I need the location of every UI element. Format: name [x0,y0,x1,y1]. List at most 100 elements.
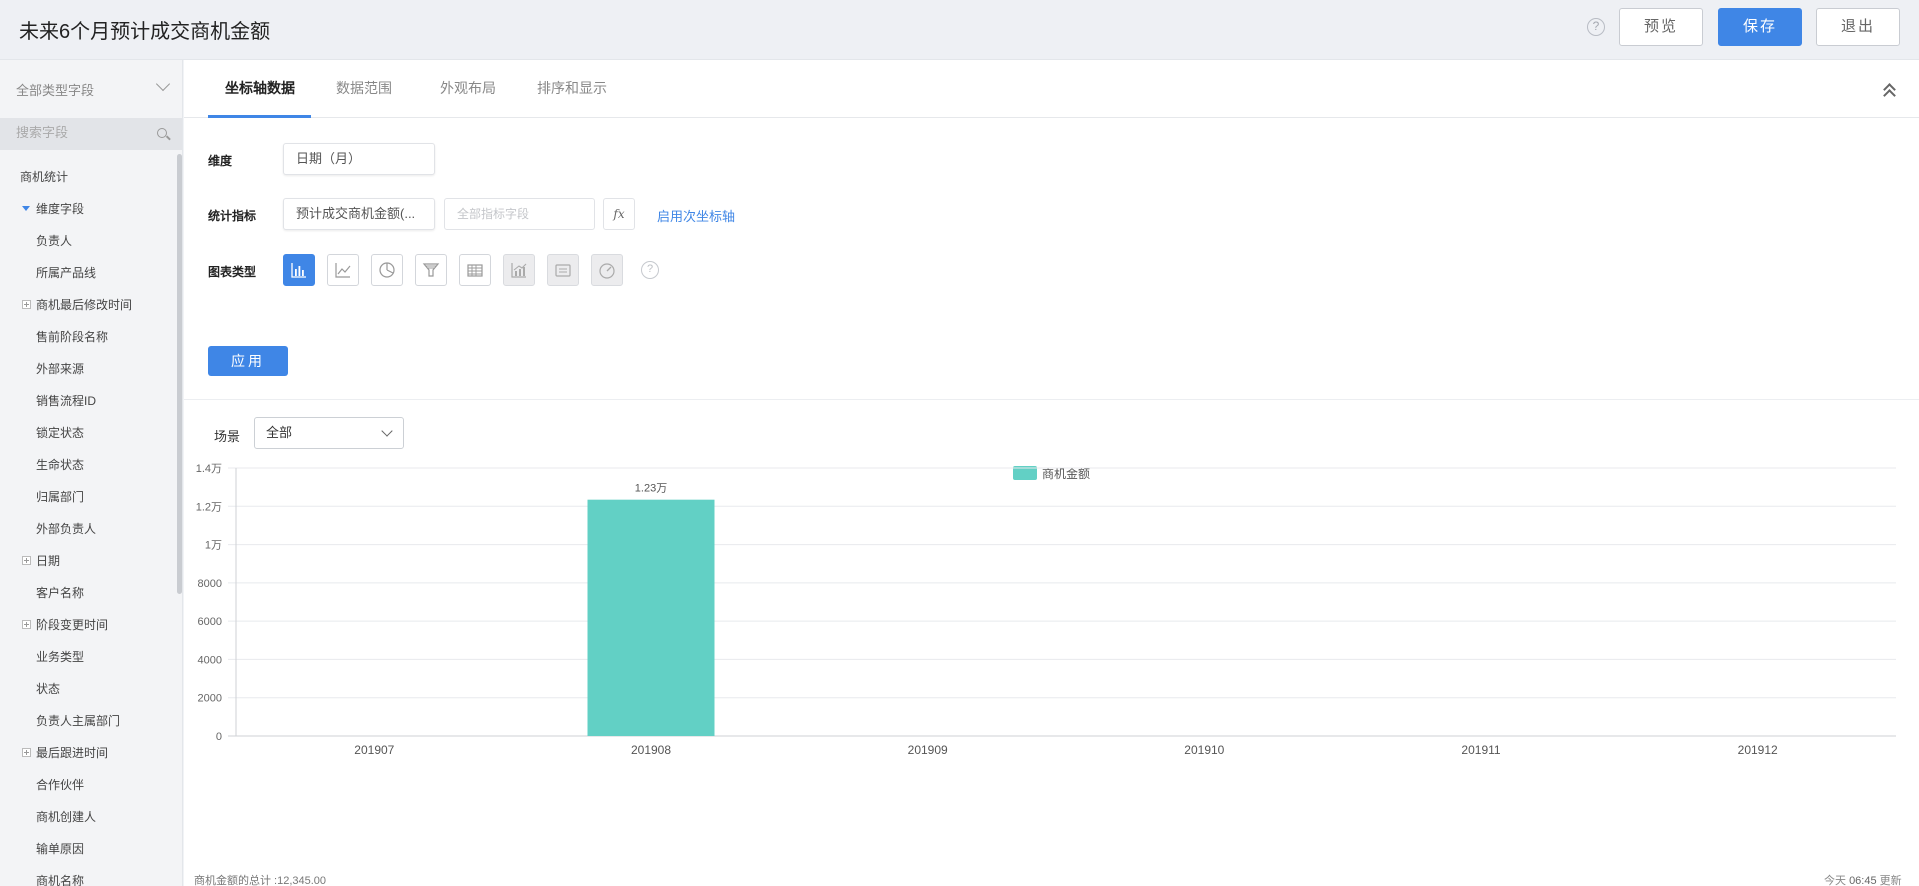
field-search [0,118,182,150]
sidebar-field-item[interactable]: 客户名称 [0,577,175,609]
sidebar-field-item[interactable]: 输单原因 [0,833,175,865]
plus-square-icon[interactable] [22,620,31,629]
apply-button[interactable]: 应用 [208,346,288,376]
gauge-chart-icon[interactable] [591,254,623,286]
exit-button[interactable]: 退出 [1816,8,1900,46]
sidebar-field-item[interactable]: 售前阶段名称 [0,321,175,353]
tab-data-range[interactable]: 数据范围 [336,80,392,96]
sidebar-field-item[interactable]: 最后跟进时间 [0,737,175,769]
tab-axis-data[interactable]: 坐标轴数据 [225,80,295,96]
sidebar-scrollbar[interactable] [177,154,182,594]
formula-button[interactable]: fx [603,198,635,230]
total-summary: 商机金额的总计 :12,345.00 [194,875,327,886]
sidebar-field-label: 最后跟进时间 [36,746,109,760]
y-tick-label: 1.4万 [196,463,222,475]
y-tick-label: 1.2万 [196,501,222,513]
y-tick-label: 1万 [205,540,222,552]
chart-area: 商机金额 0 2000 4000 6000 8000 1万 1.2万 1.4万 201907 20… [184,460,1919,880]
plus-square-icon[interactable] [22,556,31,565]
updated-time: 今天 06:45 更新 [1824,872,1902,886]
sidebar-field-item[interactable]: 归属部门 [0,481,175,513]
help-icon[interactable]: ? [1587,18,1605,36]
tab-appearance[interactable]: 外观布局 [440,80,496,96]
save-button[interactable]: 保存 [1718,8,1802,46]
sidebar-field-label: 生命状态 [36,458,85,472]
field-type-select-label: 全部类型字段 [16,83,95,98]
sidebar-field-label: 商机最后修改时间 [36,298,133,312]
sidebar-field-item[interactable]: 商机创建人 [0,801,175,833]
bar [587,499,715,736]
combo-chart-icon[interactable] [503,254,535,286]
chevron-down-icon [155,76,171,92]
sidebar-field-item[interactable]: 日期 [0,545,175,577]
tab-sort-display[interactable]: 排序和显示 [537,80,607,96]
y-tick-label: 4000 [198,654,222,666]
sidebar-field-item[interactable]: 维度字段 [0,193,175,225]
plus-square-icon[interactable] [22,300,31,309]
metric-label: 统计指标 [208,209,257,223]
sidebar-field-label: 客户名称 [36,586,85,600]
bar-chart: 0 2000 4000 6000 8000 1万 1.2万 1.4万 201907 201908 1… [196,463,1896,757]
card-chart-icon[interactable] [547,254,579,286]
sidebar-field-label: 外部负责人 [36,522,97,536]
divider [184,399,1919,400]
top-bar: 未来6个月预计成交商机金额 ? 预览 保存 退出 [0,0,1919,60]
main-panel: 坐标轴数据 数据范围 外观布局 排序和显示 维度 日期（月） 统计指标 预计成交… [184,60,1919,886]
field-type-select[interactable]: 全部类型字段 [16,76,171,100]
plus-square-icon[interactable] [22,748,31,757]
preview-button[interactable]: 预览 [1619,8,1703,46]
sidebar-field-item[interactable]: 商机统计 [0,161,175,193]
sidebar-field-label: 商机统计 [20,170,69,184]
sidebar-field-item[interactable]: 锁定状态 [0,417,175,449]
sidebar-field-label: 合作伙伴 [36,778,85,792]
sidebar-field-label: 销售流程ID [36,394,97,408]
legend-label[interactable]: 商机金额 [1042,467,1091,481]
scene-label: 场景 [214,429,241,444]
sidebar-field-item[interactable]: 商机最后修改时间 [0,289,175,321]
sidebar-field-item[interactable]: 合作伙伴 [0,769,175,801]
sidebar-field-item[interactable]: 商机名称 [0,865,175,886]
chart-type-help-icon[interactable]: ? [641,261,659,279]
table-chart-icon[interactable] [459,254,491,286]
line-chart-icon[interactable] [327,254,359,286]
sidebar-field-item[interactable]: 负责人主属部门 [0,705,175,737]
enable-secondary-axis-link[interactable]: 启用次坐标轴 [657,209,736,224]
dimension-label: 维度 [208,154,233,168]
sidebar-field-label: 维度字段 [36,202,85,216]
sidebar-field-item[interactable]: 生命状态 [0,449,175,481]
dimension-field[interactable]: 日期（月） [283,143,435,175]
chart-type-label: 图表类型 [208,265,257,279]
y-tick-label: 8000 [198,578,222,590]
sidebar-field-label: 商机名称 [36,874,85,886]
caret-down-icon[interactable] [22,206,30,211]
sidebar-field-label: 状态 [36,682,61,696]
x-tick-label: 201907 [354,743,394,757]
sidebar-field-label: 负责人 [36,234,73,248]
pie-chart-icon[interactable] [371,254,403,286]
sidebar-field-label: 负责人主属部门 [36,714,121,728]
chevron-down-icon [381,425,393,437]
sidebar-field-item[interactable]: 所属产品线 [0,257,175,289]
sidebar-field-item[interactable]: 状态 [0,673,175,705]
bar-chart-icon[interactable] [283,254,315,286]
sidebar-field-item[interactable]: 业务类型 [0,641,175,673]
scene-select[interactable]: 全部 [254,417,404,449]
sidebar-field-item[interactable]: 负责人 [0,225,175,257]
sidebar-field-label: 业务类型 [36,650,85,664]
legend-swatch[interactable] [1013,466,1037,480]
metric-field[interactable]: 预计成交商机金额(... [283,198,435,230]
double-chevron-up-icon[interactable] [1883,82,1897,102]
x-tick-label: 201909 [908,743,948,757]
updated-prefix: 今天 [1824,875,1846,886]
funnel-chart-icon[interactable] [415,254,447,286]
sidebar-field-item[interactable]: 销售流程ID [0,385,175,417]
sidebar-field-item[interactable]: 外部负责人 [0,513,175,545]
sidebar-field-item[interactable]: 外部来源 [0,353,175,385]
search-icon[interactable] [157,128,167,138]
sidebar-field-label: 输单原因 [36,842,85,856]
scene-select-value: 全部 [266,425,293,440]
metric-field-select[interactable]: 全部指标字段 [444,198,595,230]
field-search-input[interactable] [16,125,146,140]
sidebar-field-item[interactable]: 阶段变更时间 [0,609,175,641]
x-tick-label: 201911 [1461,743,1500,757]
